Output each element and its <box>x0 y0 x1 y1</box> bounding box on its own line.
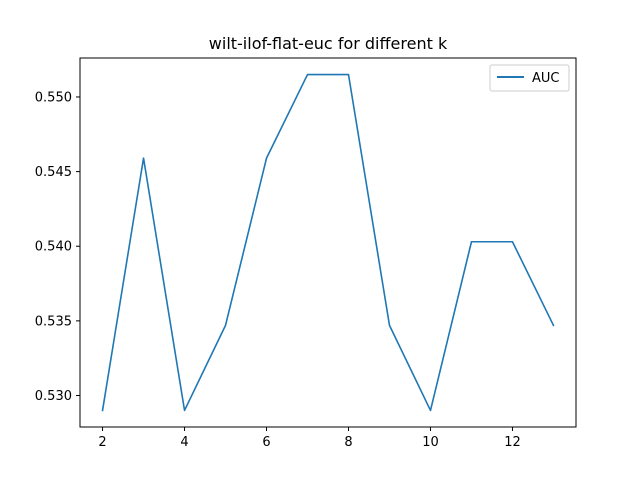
x-tick-label: 4 <box>180 435 188 450</box>
chart-title: wilt-ilof-flat-euc for different k <box>209 34 448 53</box>
series-line-auc <box>101 73 555 412</box>
y-tick-label: 0.540 <box>35 240 72 255</box>
y-tick-label: 0.545 <box>35 165 72 180</box>
y-tick-label: 0.535 <box>35 314 72 329</box>
plot-area: 2 4 6 8 10 12 0.530 0.535 0.540 0.545 0.550 <box>35 73 555 450</box>
x-tick-label: 2 <box>98 435 106 450</box>
y-tick-label: 0.550 <box>35 90 72 105</box>
axes-frame <box>79 57 577 428</box>
x-tick-label: 6 <box>262 435 270 450</box>
x-tick-label: 10 <box>422 435 439 450</box>
legend-box <box>489 64 570 92</box>
legend: AUC <box>489 64 570 92</box>
x-tick-label: 12 <box>504 435 521 450</box>
y-tick-label: 0.530 <box>35 389 72 404</box>
legend-label-auc: AUC <box>532 71 560 86</box>
x-tick-label: 8 <box>344 435 352 450</box>
